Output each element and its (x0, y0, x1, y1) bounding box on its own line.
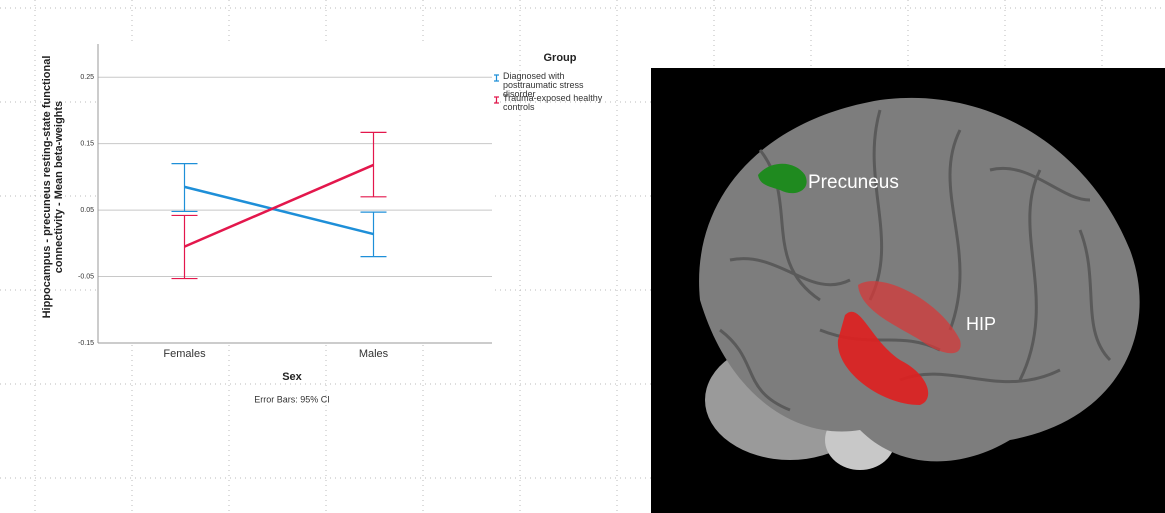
image-label: HIP (966, 314, 996, 334)
plot-area (98, 44, 492, 344)
series-line (184, 185, 374, 236)
legend-title: Group (544, 52, 577, 64)
series-line (184, 163, 374, 248)
legend-swatch (494, 96, 499, 104)
note: Error Bars: 95% CI (254, 394, 330, 404)
legend-swatch (494, 74, 499, 82)
image-label: Precuneus (808, 172, 899, 193)
error-bar (360, 131, 387, 198)
brain (699, 97, 1140, 470)
x-axis-title: Sex (282, 371, 302, 383)
error-bar (360, 211, 387, 258)
y-axis-title: Hippocampus - precuneus resting-state fu… (41, 55, 65, 319)
y-tick-label: -0.05 (78, 273, 94, 280)
y-tick-label: 0.25 (80, 74, 94, 81)
y-tick-label: 0.05 (80, 207, 94, 214)
y-tick-label: 0.15 (80, 141, 94, 148)
error-bar (171, 163, 198, 213)
error-bar (171, 214, 198, 280)
x-tick-label: Males (359, 348, 389, 360)
y-tick-label: -0.15 (78, 340, 94, 347)
x-tick-label: Females (163, 348, 206, 360)
legend-entry: Trauma-exposed healthy controls (503, 93, 603, 112)
legend-entry: Diagnosed with posttraumatic stress diso… (503, 71, 584, 99)
